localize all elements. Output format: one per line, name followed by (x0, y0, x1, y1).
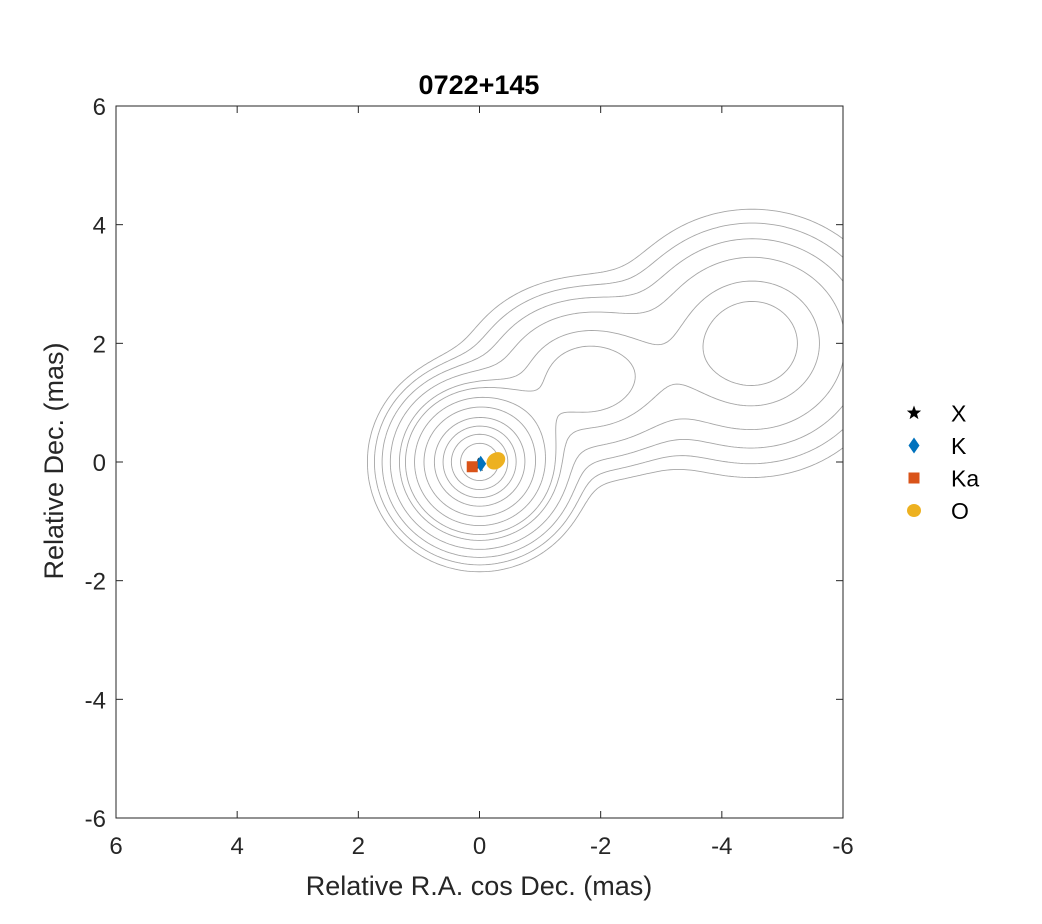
contour-level (442, 425, 517, 499)
legend: XK Ka O (906, 401, 979, 524)
legend-marker-ka (908, 472, 920, 484)
x-tick-label: -4 (711, 833, 732, 860)
contour-level (374, 222, 844, 566)
contour-level (414, 396, 546, 527)
x-tick-label: 4 (230, 833, 243, 860)
legend-label-ka: Ka (951, 466, 979, 492)
y-tick-label: 6 (93, 94, 106, 121)
y-tick-label: -4 (85, 687, 106, 714)
contour-lines (366, 208, 844, 573)
legend-label-k: K (951, 433, 967, 459)
y-tick-label: 0 (93, 450, 106, 477)
contour-level (381, 238, 844, 558)
contour-level (450, 433, 509, 491)
legend-marker-k (908, 437, 920, 454)
point-k (475, 455, 487, 472)
contour-level (433, 417, 526, 507)
x-tick-label: 6 (109, 833, 122, 860)
x-tick-label: -2 (590, 833, 611, 860)
axis-ticks: 6 4 2 0 -2 -4 -6 -6 -4 -2 0 2 4 6 (85, 94, 854, 860)
x-tick-label: 0 (473, 833, 486, 860)
contour-level (366, 208, 844, 573)
y-tick-label: -2 (85, 569, 106, 596)
legend-marker-x (906, 405, 922, 420)
contour-level (405, 300, 798, 535)
legend-label-x: X (951, 401, 966, 427)
point-ka (466, 461, 478, 473)
legend-label-o: O (951, 498, 969, 524)
contour-level (423, 406, 537, 517)
y-tick-label: 2 (93, 331, 106, 358)
y-tick-label: 4 (93, 213, 106, 240)
contour-level (389, 256, 844, 550)
x-tick-label: 2 (352, 833, 365, 860)
data-markers (466, 452, 506, 473)
y-tick-label: -6 (85, 806, 106, 833)
chart-title: 0722+145 (419, 70, 540, 100)
contour-level (398, 280, 820, 541)
x-tick-label: -6 (832, 833, 853, 860)
y-axis-label: Relative Dec. (mas) (39, 342, 69, 579)
point-o (486, 452, 506, 470)
legend-marker-o (907, 504, 921, 517)
x-axis-label: Relative R.A. cos Dec. (mas) (306, 871, 653, 901)
